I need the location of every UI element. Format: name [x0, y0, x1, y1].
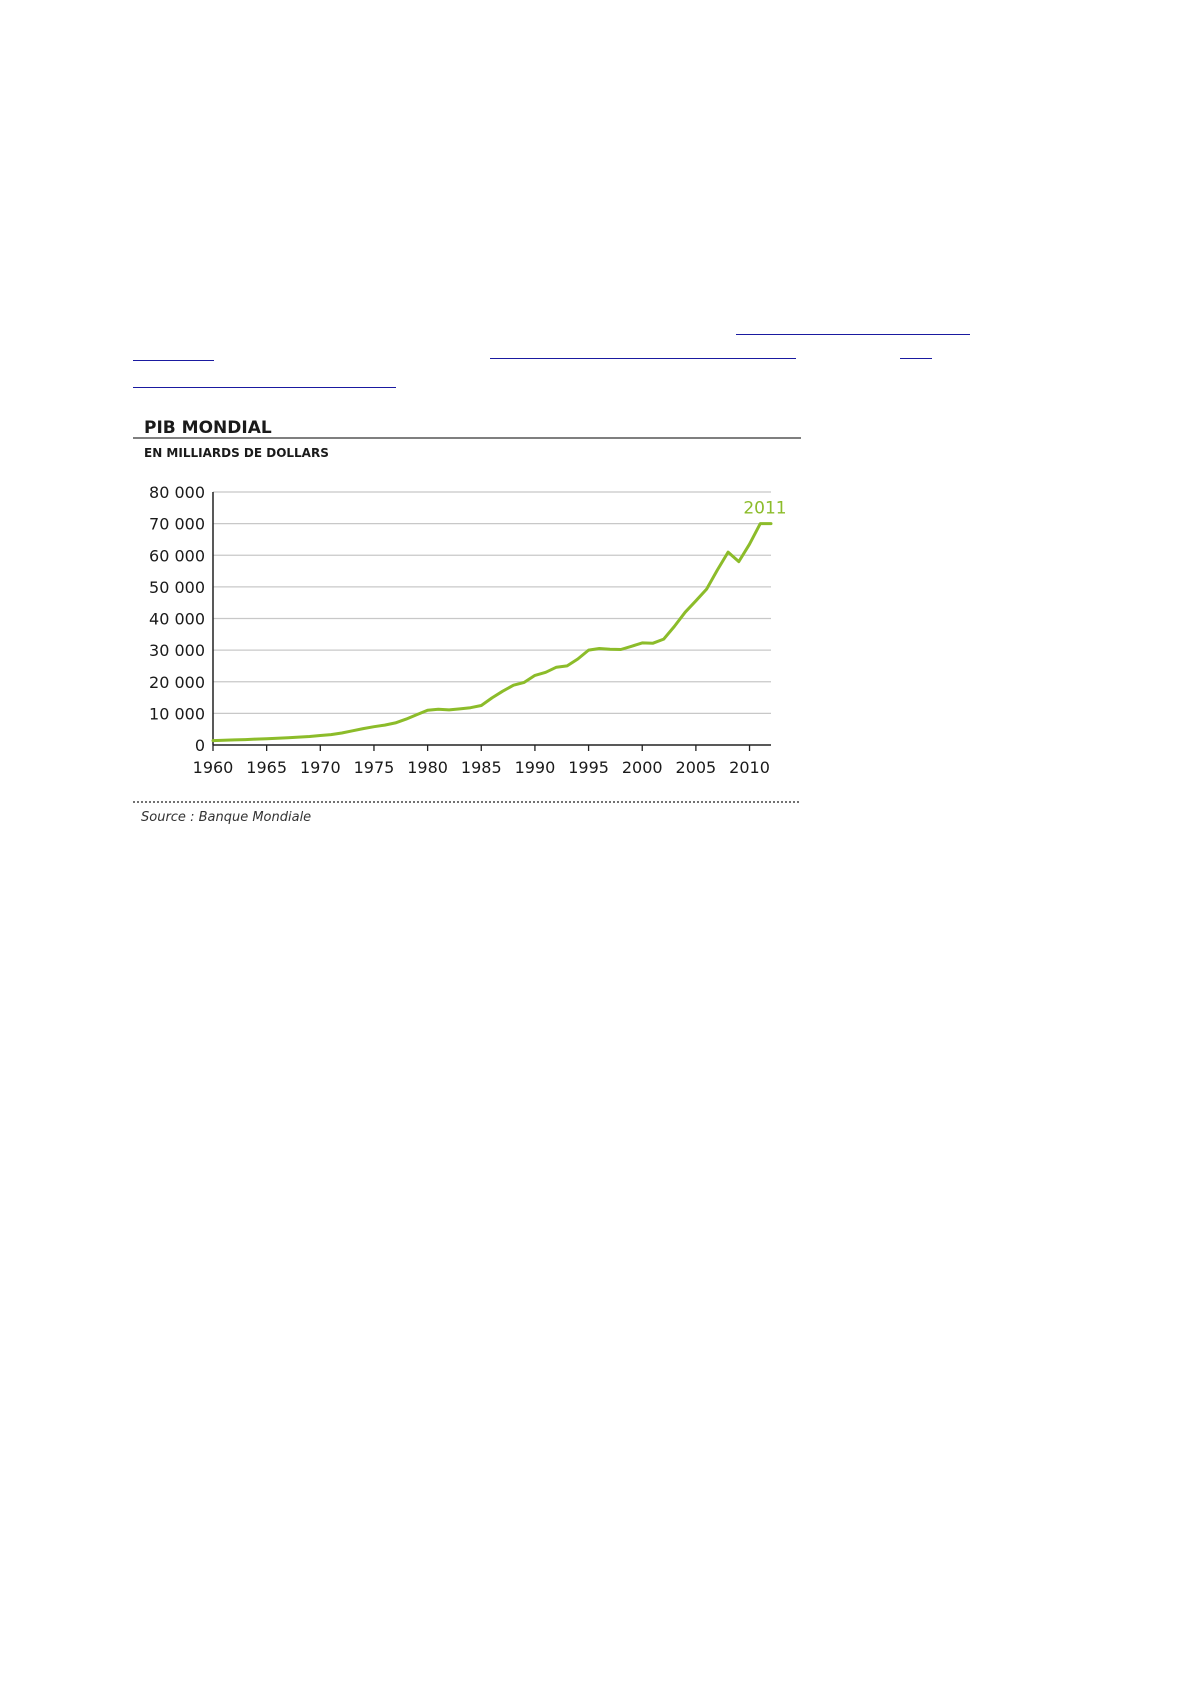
y-tick-label: 10 000: [149, 704, 205, 723]
x-tick-label: 1965: [246, 758, 287, 777]
x-tick-label: 1990: [515, 758, 556, 777]
source-note: Source : Banque Mondiale: [141, 810, 311, 825]
x-tick-label: 2000: [622, 758, 663, 777]
x-tick-label: 1980: [407, 758, 448, 777]
x-tick-label: 1975: [354, 758, 395, 777]
chart-title: PIB MONDIAL: [144, 418, 272, 438]
annotation-label: 2011: [743, 499, 786, 519]
x-tick-label: 1970: [300, 758, 341, 777]
y-axis: 0 10 000 20 000 30 000 40 000 50 000 60 000 70 …: [149, 483, 214, 755]
y-tick-label: 70 000: [149, 515, 205, 534]
link-underline[interactable]: [133, 387, 396, 388]
x-tick-label: 1985: [461, 758, 502, 777]
y-tick-label: 20 000: [149, 673, 205, 692]
link-underline[interactable]: [736, 334, 970, 335]
link-underline[interactable]: [900, 358, 932, 359]
x-tick-label: 2010: [729, 758, 770, 777]
y-tick-label: 80 000: [149, 483, 205, 502]
grid: [213, 491, 771, 714]
y-tick-label: 60 000: [149, 546, 205, 565]
x-tick-label: 1995: [568, 758, 609, 777]
link-underline[interactable]: [133, 360, 214, 361]
x-axis: 1960 1965 1970 1975 1980 1985 1990 1995 2000 2005…: [193, 744, 771, 777]
y-tick-label: 30 000: [149, 641, 205, 660]
y-tick-label: 40 000: [149, 610, 205, 629]
chart-subtitle: EN MILLIARDS DE DOLLARS: [144, 446, 329, 460]
y-tick-label: 50 000: [149, 578, 205, 597]
x-tick-label: 1960: [193, 758, 234, 777]
series-line: [211, 522, 773, 743]
y-tick-label: 0: [195, 736, 205, 755]
link-underline[interactable]: [490, 358, 796, 359]
x-tick-label: 2005: [676, 758, 717, 777]
